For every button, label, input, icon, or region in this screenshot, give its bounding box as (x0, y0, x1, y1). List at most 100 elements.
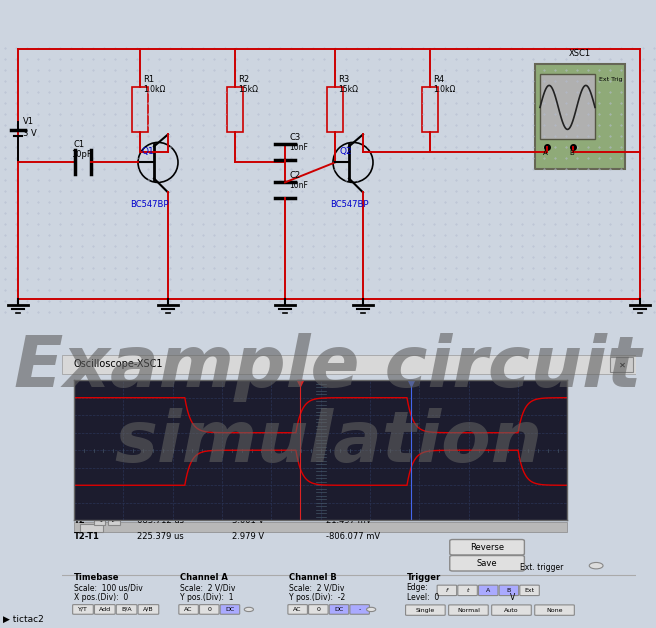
Text: Ext: Ext (525, 588, 535, 593)
Text: -806.077 mV: -806.077 mV (326, 532, 380, 541)
FancyBboxPatch shape (450, 539, 524, 555)
FancyBboxPatch shape (138, 605, 159, 614)
FancyBboxPatch shape (329, 605, 349, 614)
Text: 15kΩ: 15kΩ (238, 85, 258, 94)
Text: R2: R2 (238, 75, 249, 84)
Bar (227, 87, 243, 133)
Text: Q1: Q1 (142, 148, 155, 156)
Circle shape (367, 607, 376, 612)
Text: t: t (466, 588, 469, 593)
Text: Scale:  100 us/Div: Scale: 100 us/Div (73, 583, 142, 592)
Text: 10pF: 10pF (71, 151, 92, 160)
Text: T1: T1 (73, 501, 85, 510)
Text: V: V (510, 593, 516, 602)
Text: 0: 0 (207, 607, 211, 612)
Text: 21.497 mV: 21.497 mV (326, 516, 372, 525)
FancyBboxPatch shape (492, 605, 531, 615)
Text: Ext. trigger: Ext. trigger (520, 563, 564, 571)
Text: Save: Save (477, 559, 497, 568)
Text: Channel A: Channel A (180, 573, 228, 582)
Text: ✕: ✕ (619, 360, 625, 369)
FancyBboxPatch shape (450, 556, 524, 571)
Bar (62, 355, 636, 374)
Text: XSC1: XSC1 (569, 50, 591, 58)
Text: 458.333 us: 458.333 us (137, 501, 184, 510)
FancyBboxPatch shape (458, 585, 478, 595)
Text: C1: C1 (73, 141, 84, 149)
Text: 3 V: 3 V (23, 129, 37, 138)
Text: 3.001 V: 3.001 V (232, 516, 264, 525)
Bar (540, 74, 595, 139)
Text: C3: C3 (289, 133, 300, 143)
Text: Y pos.(Div):  -2: Y pos.(Div): -2 (289, 593, 345, 602)
Text: Scale:  2 V/Div: Scale: 2 V/Div (289, 583, 344, 592)
Text: 21.247 mV: 21.247 mV (232, 501, 277, 510)
Text: Scale:  2 V/Div: Scale: 2 V/Div (180, 583, 236, 592)
Text: B: B (569, 151, 574, 156)
FancyBboxPatch shape (116, 605, 137, 614)
Text: Auto: Auto (504, 608, 519, 613)
Text: ►: ► (112, 502, 116, 507)
Text: 683.712 us: 683.712 us (137, 516, 184, 525)
Text: Ext Trig: Ext Trig (599, 77, 623, 82)
Text: 10nF: 10nF (289, 143, 308, 153)
FancyBboxPatch shape (199, 605, 219, 614)
Text: 10nF: 10nF (289, 181, 308, 190)
Text: A: A (543, 151, 548, 156)
FancyBboxPatch shape (94, 605, 115, 614)
FancyBboxPatch shape (220, 605, 239, 614)
Text: X pos.(Div):  0: X pos.(Div): 0 (73, 593, 128, 602)
Text: T2: T2 (73, 516, 85, 525)
Text: ▶ tictac2: ▶ tictac2 (3, 615, 44, 624)
FancyBboxPatch shape (437, 585, 457, 595)
Bar (108, 499, 119, 509)
Bar (108, 514, 119, 525)
Text: Y/T: Y/T (78, 607, 88, 612)
FancyBboxPatch shape (520, 585, 539, 595)
Text: B: B (507, 588, 511, 593)
FancyBboxPatch shape (478, 585, 498, 595)
Text: BC547BP: BC547BP (330, 200, 369, 209)
Text: Normal: Normal (457, 608, 480, 613)
Text: f: f (446, 588, 448, 593)
Text: DC: DC (335, 607, 344, 612)
Text: Timebase: Timebase (73, 573, 119, 582)
Text: 0: 0 (316, 607, 320, 612)
Bar (94, 499, 106, 509)
Text: C2: C2 (289, 171, 300, 180)
Bar (422, 87, 438, 133)
Bar (94, 514, 106, 525)
Bar (132, 87, 148, 133)
Text: 1.0kΩ: 1.0kΩ (143, 85, 165, 94)
Text: Trigger: Trigger (407, 573, 441, 582)
Text: 827.574 mV: 827.574 mV (326, 501, 377, 510)
FancyBboxPatch shape (73, 605, 93, 614)
Text: A: A (486, 588, 490, 593)
Circle shape (589, 563, 603, 569)
Text: Add: Add (99, 607, 111, 612)
Text: B/A: B/A (121, 607, 132, 612)
Text: ◄: ◄ (98, 502, 102, 507)
Bar (327, 87, 343, 133)
Text: Y pos.(Div):  1: Y pos.(Div): 1 (180, 593, 234, 602)
Text: T2-T1: T2-T1 (73, 532, 100, 541)
Bar (73, 522, 567, 533)
Text: Channel_A: Channel_A (206, 485, 251, 494)
Text: AC: AC (293, 607, 302, 612)
Text: 225.379 us: 225.379 us (137, 532, 184, 541)
Text: Oscilloscope-XSC1: Oscilloscope-XSC1 (73, 359, 163, 369)
Text: simulation: simulation (114, 408, 542, 477)
Text: A/B: A/B (143, 607, 154, 612)
Text: R3: R3 (338, 75, 349, 84)
Bar (79, 524, 102, 531)
FancyBboxPatch shape (308, 605, 328, 614)
Text: Reverse: Reverse (470, 543, 504, 552)
Text: -: - (359, 607, 361, 612)
FancyBboxPatch shape (350, 605, 369, 614)
Text: Single: Single (416, 608, 435, 613)
FancyBboxPatch shape (288, 605, 308, 614)
Text: 1.0kΩ: 1.0kΩ (433, 85, 455, 94)
Text: Example circuit: Example circuit (14, 333, 642, 402)
Text: R1: R1 (143, 75, 154, 84)
Bar (535, 65, 625, 170)
